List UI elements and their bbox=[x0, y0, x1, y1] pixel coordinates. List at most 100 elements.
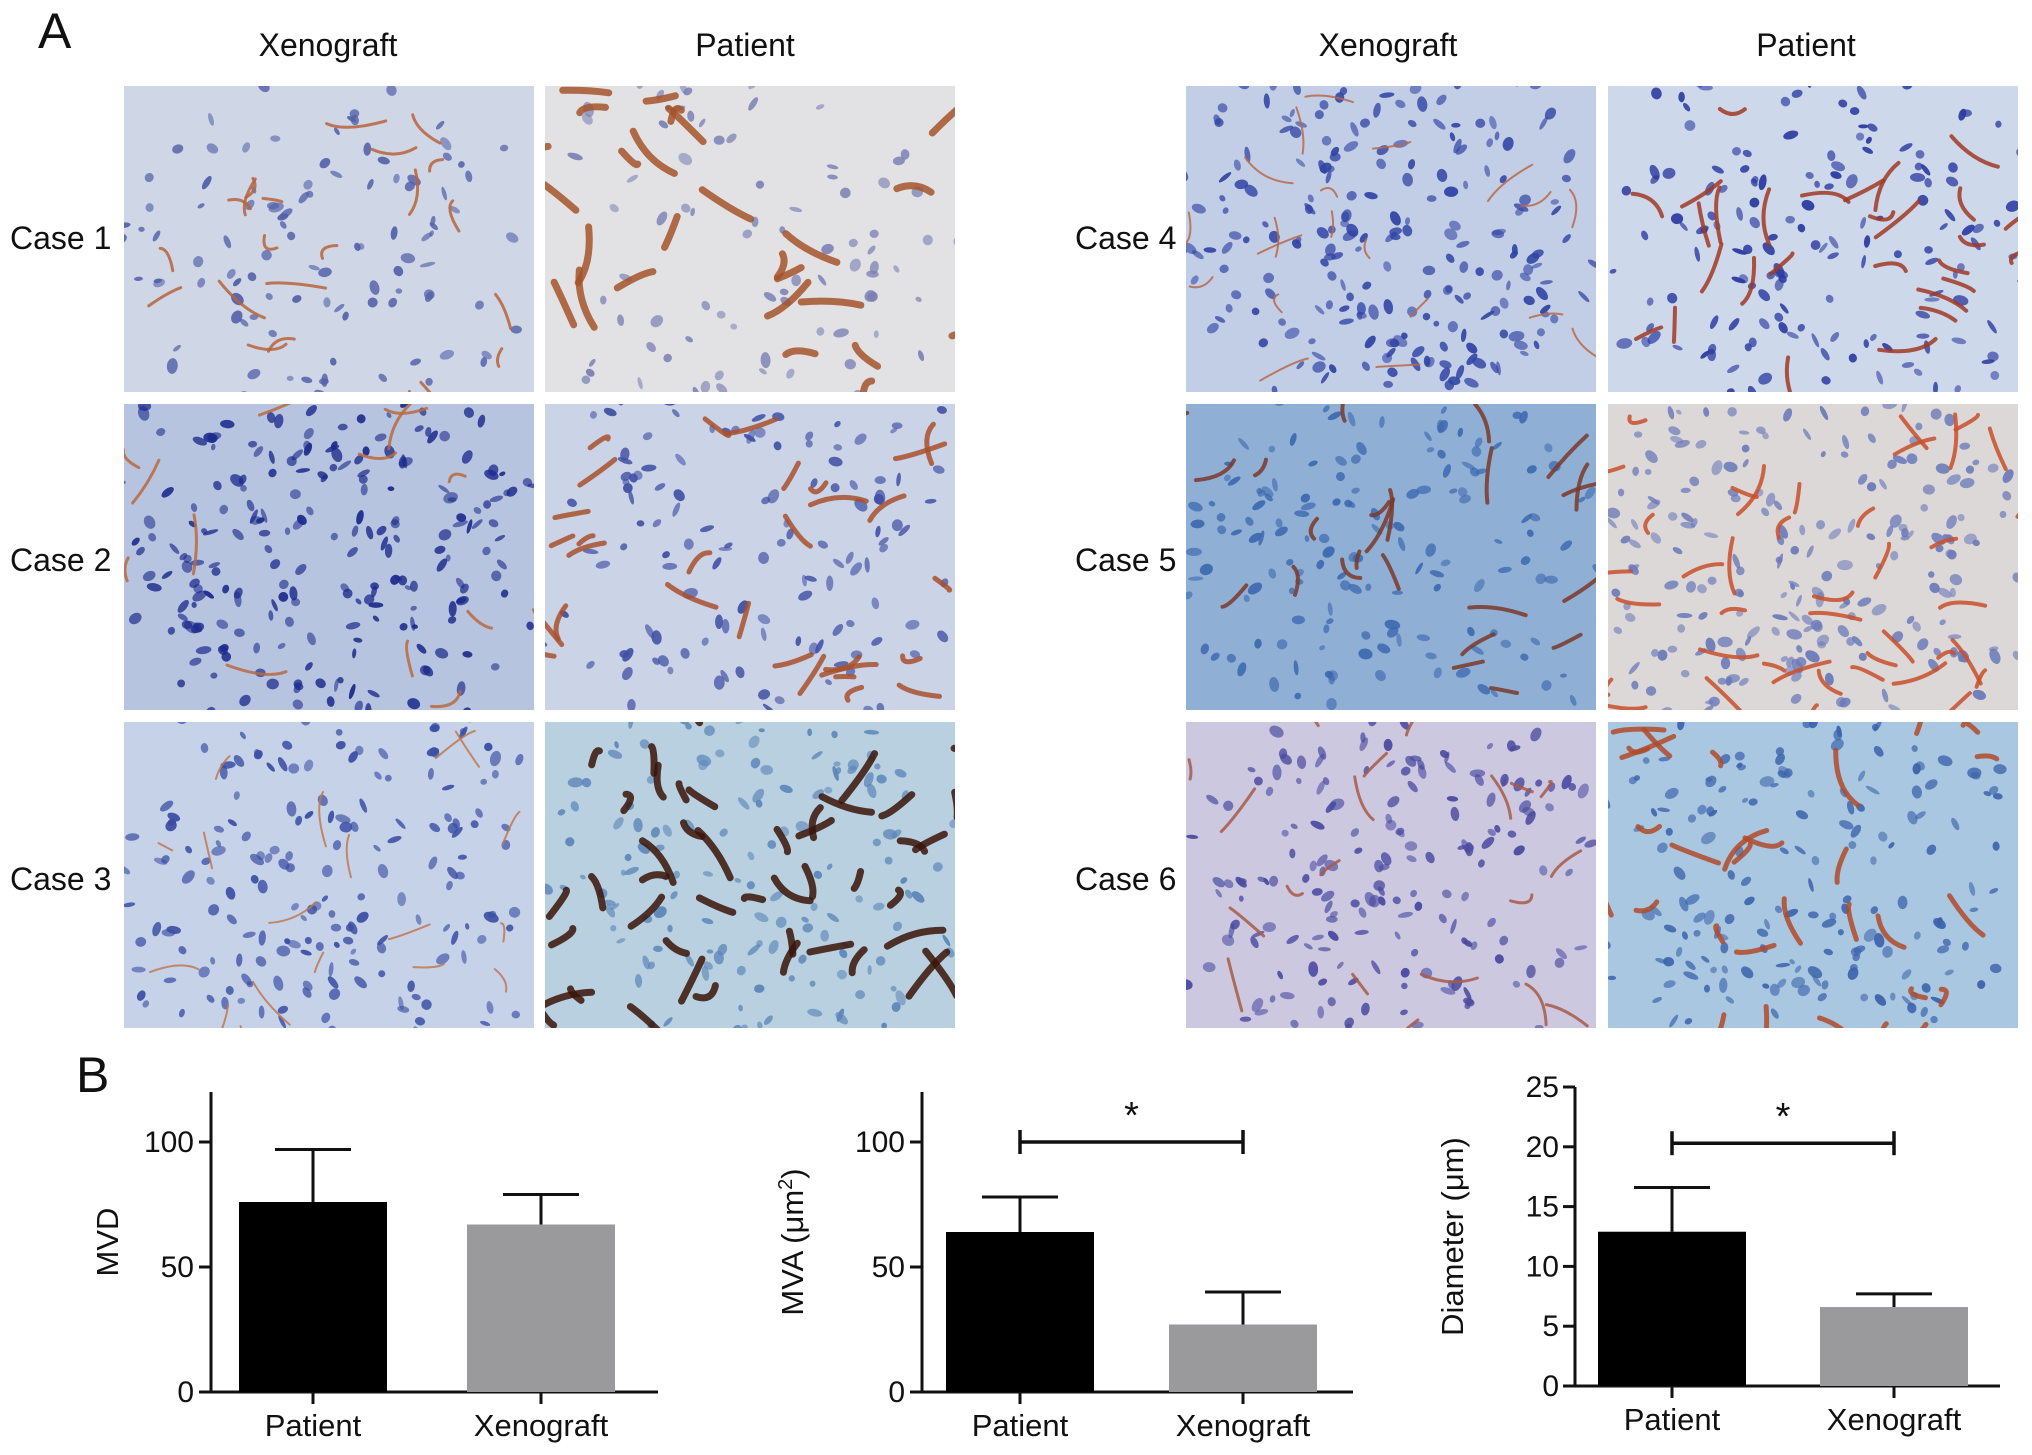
nucleus bbox=[178, 1008, 185, 1018]
nucleus bbox=[459, 728, 467, 735]
nucleus bbox=[1680, 487, 1691, 494]
nucleus bbox=[700, 380, 711, 392]
nucleus bbox=[491, 570, 502, 582]
nucleus bbox=[269, 845, 280, 855]
nucleus bbox=[398, 575, 408, 586]
nucleus bbox=[758, 551, 770, 565]
nucleus bbox=[1780, 592, 1788, 599]
nucleus bbox=[1263, 93, 1270, 109]
nucleus bbox=[1454, 294, 1464, 304]
nucleus bbox=[1300, 493, 1311, 503]
nucleus bbox=[830, 483, 840, 493]
nucleus bbox=[1641, 230, 1649, 241]
vessel bbox=[1253, 457, 1268, 478]
nucleus bbox=[1700, 831, 1716, 845]
nucleus bbox=[915, 296, 922, 303]
nucleus bbox=[1663, 957, 1675, 967]
nucleus bbox=[1911, 745, 1918, 752]
nucleus bbox=[124, 902, 136, 908]
nucleus bbox=[261, 250, 272, 261]
nucleus bbox=[1317, 746, 1327, 760]
nucleus bbox=[143, 515, 156, 529]
nucleus bbox=[1247, 582, 1263, 595]
nucleus bbox=[1406, 488, 1420, 499]
nucleus bbox=[1456, 365, 1465, 380]
nucleus bbox=[320, 474, 328, 483]
nucleus bbox=[1535, 286, 1548, 301]
nucleus bbox=[775, 916, 787, 928]
nucleus bbox=[1475, 118, 1486, 128]
nucleus bbox=[628, 722, 634, 729]
micrograph-case-1-patient bbox=[545, 30, 955, 392]
nucleus bbox=[779, 288, 789, 296]
nucleus bbox=[1707, 211, 1717, 221]
nucleus bbox=[872, 838, 881, 847]
nucleus bbox=[1469, 467, 1480, 477]
nucleus bbox=[490, 663, 500, 671]
vessel bbox=[685, 786, 719, 811]
nucleus bbox=[810, 478, 818, 488]
nucleus bbox=[421, 999, 432, 1010]
nucleus bbox=[222, 584, 230, 594]
nucleus bbox=[848, 238, 858, 248]
nucleus bbox=[1835, 696, 1847, 707]
nucleus bbox=[1453, 138, 1462, 154]
nucleus bbox=[1474, 437, 1483, 448]
nucleus bbox=[1810, 240, 1821, 250]
nucleus bbox=[1608, 517, 1617, 529]
nucleus bbox=[1757, 1083, 1772, 1095]
vessel bbox=[850, 868, 865, 892]
nucleus bbox=[1969, 907, 1979, 913]
nucleus bbox=[1742, 149, 1752, 158]
nucleus bbox=[821, 243, 834, 255]
nucleus bbox=[1359, 118, 1370, 128]
nucleus bbox=[1796, 645, 1803, 653]
nucleus bbox=[1216, 513, 1226, 522]
nucleus bbox=[730, 323, 738, 330]
nucleus bbox=[1644, 468, 1652, 475]
nucleus bbox=[1741, 444, 1750, 453]
nucleus bbox=[410, 1034, 419, 1049]
nucleus bbox=[1268, 1047, 1276, 1054]
nucleus bbox=[1951, 337, 1967, 345]
vessel bbox=[131, 458, 161, 505]
nucleus bbox=[425, 377, 433, 386]
nucleus bbox=[1466, 342, 1478, 354]
nucleus bbox=[253, 446, 264, 457]
bar-xenograft bbox=[1169, 1324, 1317, 1392]
nucleus bbox=[292, 295, 302, 303]
nucleus bbox=[1866, 533, 1876, 541]
nucleus bbox=[242, 142, 251, 153]
nucleus bbox=[1281, 829, 1289, 837]
vessel bbox=[1867, 210, 1896, 222]
nucleus bbox=[869, 30, 882, 43]
nucleus bbox=[368, 602, 384, 608]
nucleus bbox=[1810, 619, 1823, 631]
nucleus bbox=[1397, 1067, 1406, 1081]
nucleus bbox=[1778, 322, 1788, 334]
row-label-case-5: Case 5 bbox=[1075, 542, 1176, 578]
nucleus bbox=[1786, 629, 1803, 640]
nucleus bbox=[208, 112, 215, 126]
vessel bbox=[1490, 774, 1513, 820]
nucleus bbox=[1528, 513, 1541, 522]
nucleus bbox=[657, 655, 669, 667]
group2-col-head-xenograft: Xenograft bbox=[1319, 27, 1458, 63]
micrograph-case-2-xenograft bbox=[124, 404, 534, 710]
nucleus bbox=[1945, 176, 1959, 187]
nucleus bbox=[881, 1022, 888, 1028]
nucleus bbox=[1775, 962, 1791, 968]
nucleus bbox=[503, 489, 511, 497]
nucleus bbox=[153, 857, 168, 865]
nucleus bbox=[167, 812, 181, 822]
nucleus bbox=[444, 813, 452, 822]
vessel bbox=[900, 653, 923, 665]
nucleus bbox=[1775, 556, 1783, 564]
vessel bbox=[559, 86, 613, 97]
nucleus bbox=[1269, 995, 1276, 1003]
nucleus bbox=[1519, 194, 1531, 206]
nucleus bbox=[855, 895, 863, 903]
nucleus bbox=[1958, 108, 1967, 121]
nucleus bbox=[480, 1020, 491, 1026]
nucleus bbox=[801, 574, 807, 587]
